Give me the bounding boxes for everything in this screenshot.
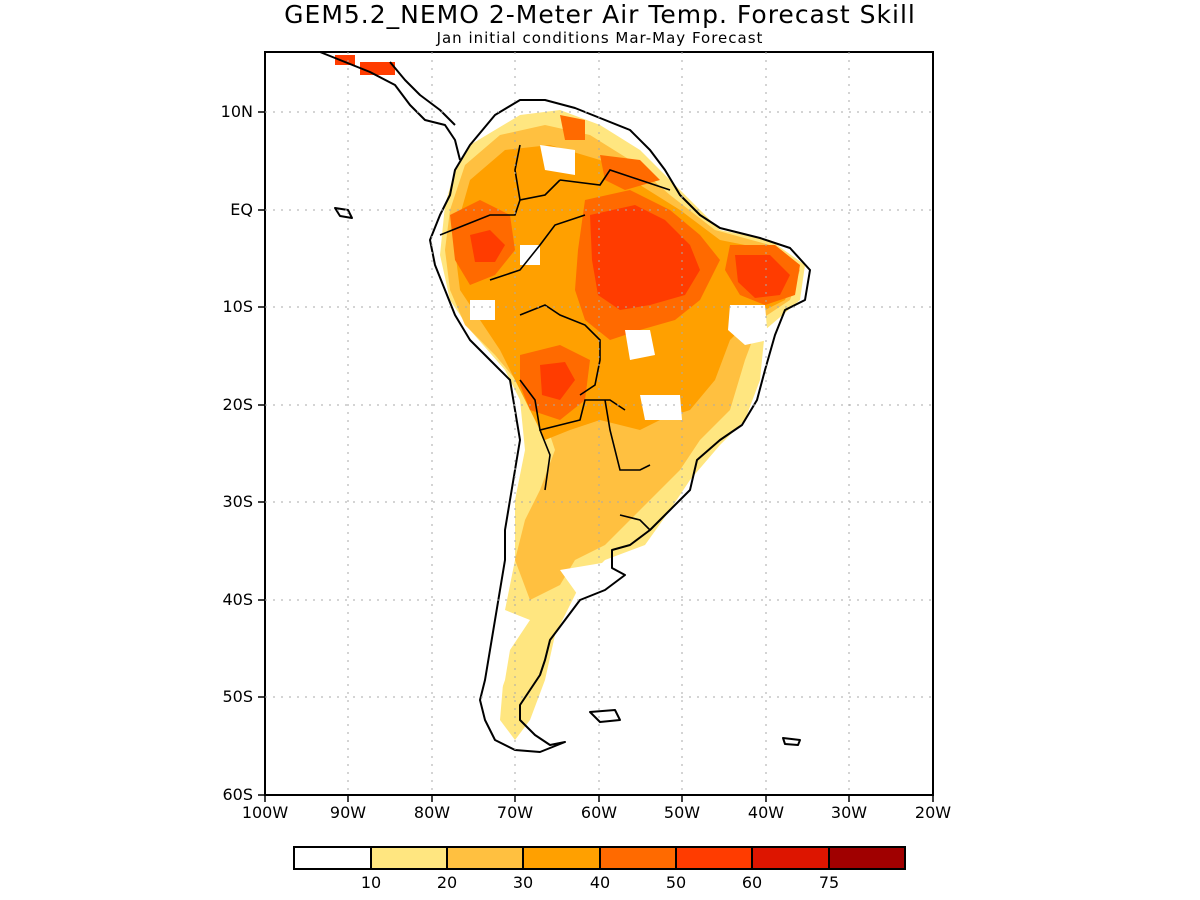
skill-shading	[335, 55, 805, 740]
galapagos	[334, 207, 353, 219]
map-title: GEM5.2_NEMO 2-Meter Air Temp. Forecast S…	[284, 0, 916, 29]
colorbar-label: 10	[360, 873, 382, 892]
colorbar-label: 20	[436, 873, 458, 892]
central-america-coastline-north	[389, 61, 456, 126]
colorbar-swatch-1	[370, 846, 448, 870]
south-georgia	[782, 737, 801, 746]
lon-label: 60W	[580, 803, 618, 822]
lat-label: 10S	[222, 297, 253, 316]
colorbar-label: 30	[512, 873, 534, 892]
lon-label: 40W	[747, 803, 785, 822]
lon-label: 90W	[329, 803, 367, 822]
colorbar-swatch-5	[675, 846, 753, 870]
colorbar-label: 50	[665, 873, 687, 892]
falkland-islands	[589, 709, 621, 723]
lon-label: 70W	[496, 803, 534, 822]
lon-label: 50W	[663, 803, 701, 822]
lat-label: 60S	[222, 785, 253, 804]
colorbar-label: 75	[818, 873, 840, 892]
colorbar-swatch-6	[751, 846, 830, 870]
colorbar-label: 60	[741, 873, 763, 892]
colorbar	[293, 846, 906, 870]
map-subtitle: Jan initial conditions Mar-May Forecast	[436, 29, 764, 47]
colorbar-label: 40	[589, 873, 611, 892]
coastlines	[319, 51, 811, 753]
lon-label: 80W	[413, 803, 451, 822]
colorbar-swatch-4	[599, 846, 677, 870]
lat-label: 30S	[222, 492, 253, 511]
tick-marks	[258, 111, 934, 802]
lat-label: EQ	[230, 200, 253, 219]
country-borders	[439, 144, 671, 531]
colorbar-swatch-0	[293, 846, 372, 870]
lat-label: 10N	[220, 102, 253, 121]
lat-label: 40S	[222, 590, 253, 609]
central-america-coastline	[319, 51, 461, 161]
lon-label: 100W	[241, 803, 289, 822]
lon-label: 30W	[830, 803, 868, 822]
colorbar-swatch-2	[446, 846, 524, 870]
colorbar-swatch-7	[828, 846, 906, 870]
lat-label: 50S	[222, 687, 253, 706]
lon-label: 20W	[914, 803, 952, 822]
colorbar-swatch-3	[522, 846, 601, 870]
south-america-coastline	[429, 99, 811, 753]
lat-label: 20S	[222, 395, 253, 414]
low-skill-area	[470, 145, 768, 700]
